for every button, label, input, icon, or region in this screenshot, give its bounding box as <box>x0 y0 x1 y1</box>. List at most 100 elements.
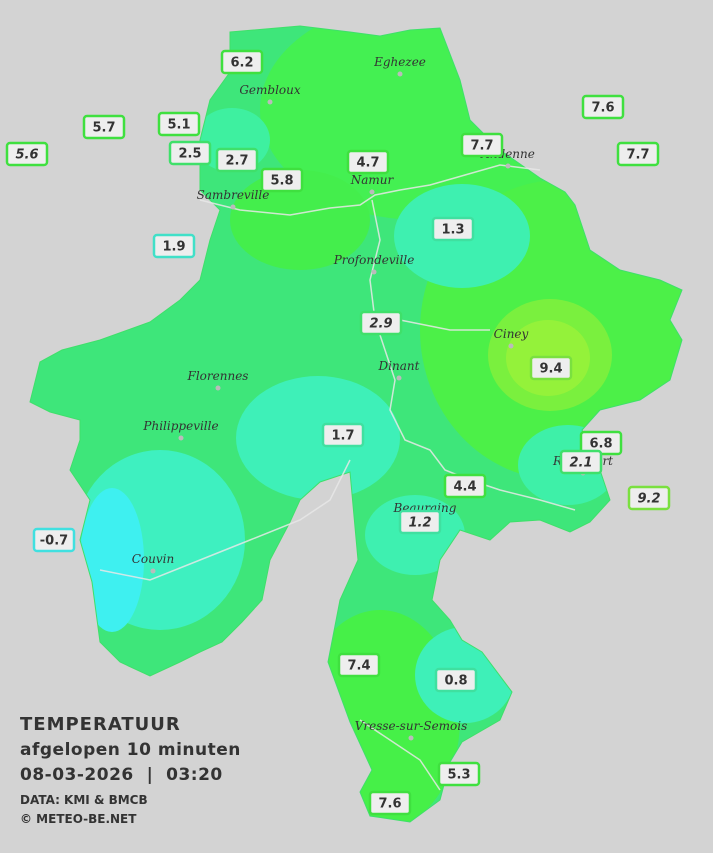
cities: EghezeeGemblouxAndenneNamurSambrevillePr… <box>132 55 613 741</box>
city-label: Eghezee <box>373 55 426 69</box>
station-value: 2.5 <box>178 147 201 162</box>
city-label: Profondeville <box>333 253 415 267</box>
station-value: 9.2 <box>637 492 660 507</box>
station: 9.4 <box>529 355 573 381</box>
station: 1.3 <box>431 216 475 242</box>
station-box <box>434 667 478 693</box>
subtitle: afgelopen 10 minuten <box>20 740 241 760</box>
station-box <box>368 790 412 816</box>
station: 5.3 <box>437 761 481 787</box>
station: -0.7 <box>32 527 76 553</box>
station-box <box>529 355 573 381</box>
station-box <box>220 49 264 75</box>
station: 1.7 <box>321 422 365 448</box>
city-dot <box>230 204 236 210</box>
station: 6.8 <box>579 430 623 456</box>
city-dot <box>397 71 403 77</box>
station-box <box>437 761 481 787</box>
station: 7.7 <box>460 132 504 158</box>
city-label: Vresse-sur-Semois <box>355 719 468 733</box>
station-value: 7.6 <box>378 797 401 812</box>
city-dot <box>505 163 511 169</box>
station-box <box>5 141 49 167</box>
station-value: 6.8 <box>589 437 612 452</box>
station-value: 5.3 <box>447 768 470 783</box>
station: 0.8 <box>434 667 478 693</box>
station-value: 7.4 <box>347 659 370 674</box>
station: 4.4 <box>443 473 487 499</box>
station-value: 5.7 <box>92 121 115 136</box>
station-box <box>346 149 390 175</box>
station: 2.1 <box>559 449 603 475</box>
station-box <box>82 114 126 140</box>
station-value: 1.7 <box>331 429 354 444</box>
city-dot <box>396 375 402 381</box>
city-label: Gembloux <box>239 83 301 97</box>
station-box <box>321 422 365 448</box>
station-box <box>398 509 442 535</box>
station-box <box>460 132 504 158</box>
station-value: 5.6 <box>15 148 38 163</box>
station-box <box>215 147 259 173</box>
station-value: 5.8 <box>270 174 293 189</box>
station-value: 2.7 <box>225 154 248 169</box>
station: 5.8 <box>260 167 304 193</box>
station: 9.2 <box>627 485 671 511</box>
station-value: 2.9 <box>369 317 392 332</box>
station-value: 2.1 <box>569 456 592 471</box>
city-label: Couvin <box>132 552 174 566</box>
station: 1.2 <box>398 509 442 535</box>
city-dot <box>408 735 414 741</box>
station: 2.9 <box>359 310 403 336</box>
station-value: 5.1 <box>167 118 190 133</box>
station-box <box>627 485 671 511</box>
station-box <box>168 140 212 166</box>
city-dot <box>508 343 514 349</box>
station: 2.5 <box>168 140 212 166</box>
info-block: TEMPERATUUR afgelopen 10 minuten 08-03-2… <box>20 714 241 826</box>
station-box <box>431 216 475 242</box>
station-box <box>337 652 381 678</box>
station-value: 4.4 <box>453 480 476 495</box>
city-dot <box>369 189 375 195</box>
station: 5.6 <box>5 141 49 167</box>
station: 7.7 <box>616 141 660 167</box>
station-value: 0.8 <box>444 674 467 689</box>
rivers <box>99 164 576 791</box>
station-box <box>152 233 196 259</box>
station: 1.9 <box>152 233 196 259</box>
station-box <box>581 94 625 120</box>
station-box <box>359 310 403 336</box>
station-value: 6.2 <box>230 56 253 71</box>
city-dot <box>215 385 221 391</box>
station-value: 1.2 <box>408 516 431 531</box>
station-box <box>559 449 603 475</box>
city-label: Sambreville <box>197 188 270 202</box>
station-value: 1.9 <box>162 240 185 255</box>
city-dot <box>267 99 273 105</box>
station: 7.6 <box>368 790 412 816</box>
station: 7.6 <box>581 94 625 120</box>
station-value: 1.3 <box>441 223 464 238</box>
station: 5.7 <box>82 114 126 140</box>
city-dot <box>178 435 184 441</box>
station-value: 7.6 <box>591 101 614 116</box>
station-value: 7.7 <box>470 139 493 154</box>
station: 2.7 <box>215 147 259 173</box>
station: 6.2 <box>220 49 264 75</box>
source: DATA: KMI & BMCB <box>20 793 148 807</box>
credit: © METEO-BE.NET <box>20 812 137 826</box>
station-value: 9.4 <box>539 362 562 377</box>
city-dot <box>150 568 156 574</box>
station: 5.1 <box>157 111 201 137</box>
title: TEMPERATUUR <box>20 714 181 735</box>
station-value: 4.7 <box>356 156 379 171</box>
station-value: 7.7 <box>626 148 649 163</box>
city-label: Namur <box>350 173 395 187</box>
station: 4.7 <box>346 149 390 175</box>
station: 7.4 <box>337 652 381 678</box>
city-label: Ciney <box>494 327 529 341</box>
station-value: -0.7 <box>40 534 68 549</box>
station-box <box>157 111 201 137</box>
